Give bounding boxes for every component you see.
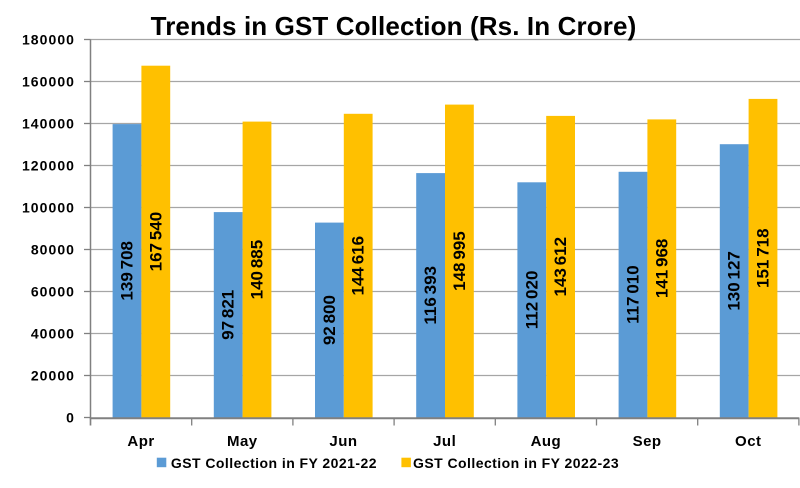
svg-text:97 821: 97 821 [219, 290, 238, 340]
svg-text:60000: 60000 [31, 284, 75, 300]
svg-text:80000: 80000 [31, 242, 75, 258]
svg-text:116 393: 116 393 [421, 266, 440, 325]
svg-text:Aug: Aug [531, 433, 562, 450]
svg-text:GST Collection in FY 2021-22: GST Collection in FY 2021-22 [171, 455, 377, 471]
svg-text:112 020: 112 020 [522, 271, 541, 330]
svg-text:139 708: 139 708 [118, 241, 137, 301]
svg-text:Trends in GST Collection (Rs.: Trends in GST Collection (Rs. In Crore) [151, 11, 637, 41]
svg-text:Apr: Apr [127, 433, 154, 450]
svg-text:148 995: 148 995 [450, 231, 469, 291]
svg-text:May: May [227, 433, 258, 450]
svg-text:140000: 140000 [22, 116, 75, 132]
svg-text:40000: 40000 [31, 326, 75, 342]
svg-text:151 718: 151 718 [754, 228, 773, 288]
svg-text:0: 0 [66, 410, 75, 426]
svg-text:140 885: 140 885 [248, 240, 267, 300]
svg-text:143 612: 143 612 [551, 237, 570, 297]
svg-text:130 127: 130 127 [725, 251, 744, 311]
svg-text:160000: 160000 [22, 74, 75, 90]
svg-text:144 616: 144 616 [349, 236, 368, 296]
svg-text:100000: 100000 [22, 200, 75, 216]
svg-text:20000: 20000 [31, 368, 75, 384]
svg-text:117 010: 117 010 [624, 265, 643, 324]
svg-text:141 968: 141 968 [652, 239, 671, 299]
svg-text:120000: 120000 [22, 158, 75, 174]
svg-text:GST Collection in FY 2022-23: GST Collection in FY 2022-23 [413, 455, 619, 471]
svg-text:167 540: 167 540 [146, 212, 165, 272]
svg-text:Jun: Jun [329, 433, 357, 450]
svg-text:Sep: Sep [633, 433, 662, 450]
svg-text:Jul: Jul [433, 433, 456, 450]
svg-text:Oct: Oct [735, 433, 762, 450]
svg-text:180000: 180000 [22, 32, 75, 48]
svg-text:92 800: 92 800 [320, 295, 339, 345]
